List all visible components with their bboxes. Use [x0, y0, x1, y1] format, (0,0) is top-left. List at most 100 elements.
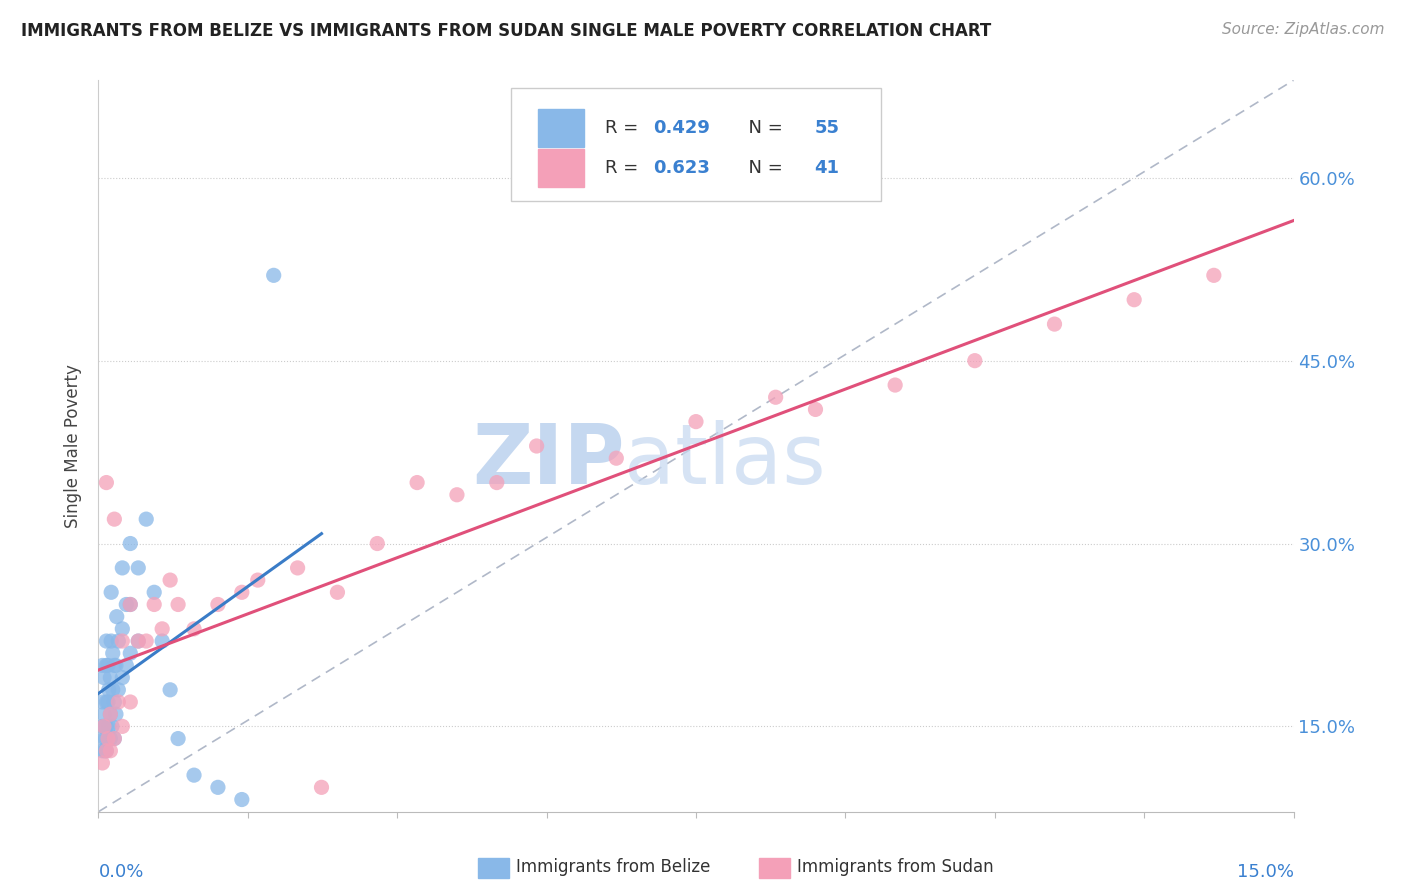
Point: [98, 707, 122, 722]
Point: [96, 695, 118, 709]
Point: [104, 707, 127, 722]
Point: [150, 634, 173, 648]
Point: [485, 475, 508, 490]
Point: [111, 671, 134, 685]
Text: atlas: atlas: [624, 420, 825, 501]
Point: [526, 439, 548, 453]
Point: [103, 658, 125, 673]
Point: [326, 585, 349, 599]
Point: [100, 585, 122, 599]
Text: 0.429: 0.429: [652, 119, 710, 136]
Bar: [538, 149, 583, 187]
Point: [103, 731, 125, 746]
Point: [406, 475, 429, 490]
Point: [97, 682, 120, 697]
Text: N =: N =: [737, 159, 789, 177]
Point: [93, 707, 115, 722]
Point: [96, 634, 118, 648]
Y-axis label: Single Male Poverty: Single Male Poverty: [65, 364, 83, 528]
Text: N =: N =: [737, 119, 789, 136]
Point: [231, 792, 253, 806]
Point: [1043, 317, 1066, 331]
Point: [94, 744, 117, 758]
Point: [97, 731, 120, 746]
Point: [207, 780, 229, 795]
Point: [287, 561, 309, 575]
Point: [1123, 293, 1146, 307]
Text: ZIP: ZIP: [472, 420, 624, 501]
Point: [98, 707, 122, 722]
Point: [103, 731, 125, 746]
Point: [93, 731, 115, 746]
Point: [120, 646, 142, 660]
Point: [105, 609, 128, 624]
Point: [91, 744, 114, 758]
FancyBboxPatch shape: [510, 87, 882, 201]
Point: [605, 451, 627, 466]
Point: [804, 402, 827, 417]
Point: [101, 682, 124, 697]
Point: [97, 658, 120, 673]
Point: [120, 536, 142, 550]
Text: 0.0%: 0.0%: [98, 863, 143, 881]
Point: [96, 475, 118, 490]
Text: R =: R =: [605, 119, 644, 136]
Text: Immigrants from Sudan: Immigrants from Sudan: [797, 858, 994, 876]
Text: IMMIGRANTS FROM BELIZE VS IMMIGRANTS FROM SUDAN SINGLE MALE POVERTY CORRELATION : IMMIGRANTS FROM BELIZE VS IMMIGRANTS FRO…: [21, 22, 991, 40]
Point: [93, 671, 115, 685]
Point: [143, 585, 166, 599]
Point: [96, 744, 118, 758]
Point: [96, 744, 118, 758]
Point: [103, 512, 125, 526]
Text: R =: R =: [605, 159, 644, 177]
Point: [101, 646, 124, 660]
Point: [104, 658, 127, 673]
Point: [231, 585, 253, 599]
Point: [94, 719, 117, 733]
Point: [135, 634, 157, 648]
Point: [183, 768, 205, 782]
Point: [94, 731, 117, 746]
Point: [159, 682, 181, 697]
Point: [183, 622, 205, 636]
Point: [96, 658, 118, 673]
Text: 15.0%: 15.0%: [1236, 863, 1294, 881]
Point: [97, 695, 120, 709]
Point: [167, 598, 190, 612]
Point: [150, 622, 173, 636]
Point: [446, 488, 468, 502]
Point: [107, 695, 129, 709]
Point: [97, 731, 120, 746]
Point: [111, 622, 134, 636]
Bar: [538, 109, 583, 147]
Point: [100, 634, 122, 648]
Text: Source: ZipAtlas.com: Source: ZipAtlas.com: [1222, 22, 1385, 37]
Point: [93, 719, 115, 733]
Text: 41: 41: [814, 159, 839, 177]
Point: [115, 658, 138, 673]
Point: [963, 353, 986, 368]
Point: [96, 719, 118, 733]
Point: [101, 719, 124, 733]
Point: [1202, 268, 1225, 283]
Point: [107, 682, 129, 697]
Point: [115, 598, 138, 612]
Point: [97, 719, 120, 733]
Point: [91, 658, 114, 673]
Point: [127, 561, 149, 575]
Point: [98, 744, 122, 758]
Point: [120, 598, 142, 612]
Point: [366, 536, 388, 550]
Point: [311, 780, 333, 795]
Point: [685, 415, 707, 429]
Point: [120, 598, 142, 612]
Point: [98, 671, 122, 685]
Point: [167, 731, 190, 746]
Point: [765, 390, 787, 404]
Point: [127, 634, 149, 648]
Point: [159, 573, 181, 587]
Point: [120, 695, 142, 709]
Point: [91, 756, 114, 770]
Point: [107, 634, 129, 648]
Point: [98, 731, 122, 746]
